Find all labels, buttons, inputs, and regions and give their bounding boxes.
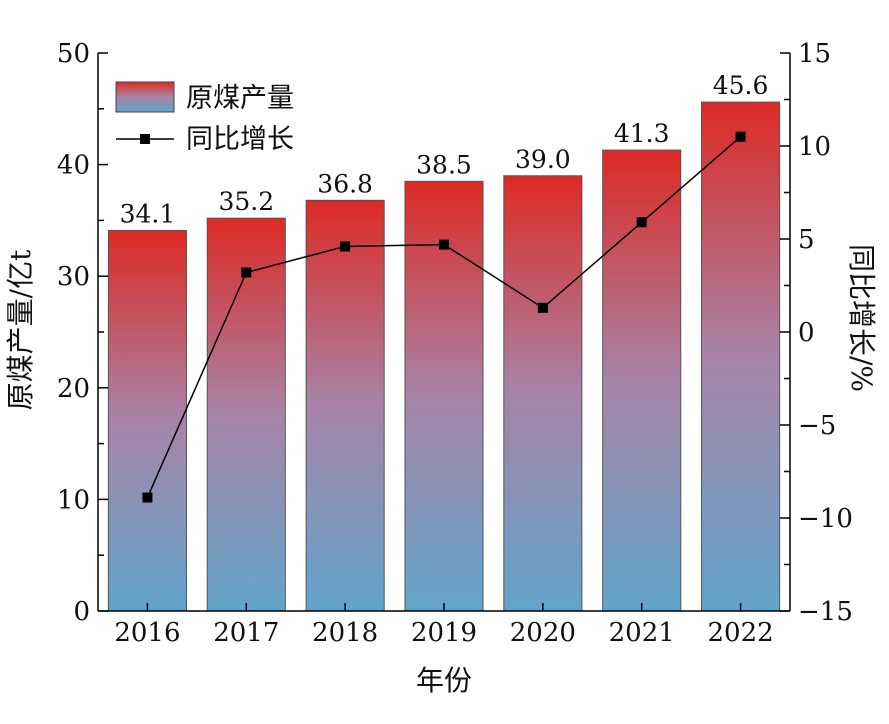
- left-tick-label-10: 10: [57, 485, 90, 515]
- x-tick-label-2017: 2017: [213, 618, 279, 648]
- x-tick-label-2020: 2020: [510, 618, 576, 648]
- growth-point-2018: [340, 241, 351, 252]
- right-tick-label--10: −10: [798, 504, 853, 534]
- growth-line-layer: [142, 131, 746, 503]
- right-tick-label-0: 0: [798, 318, 815, 348]
- right-y-axis-title: 同比增长/%: [845, 244, 878, 392]
- bar-2017: [206, 217, 286, 612]
- legend-bar-label: 原煤产量: [186, 83, 294, 114]
- bar-value-label-2016: 34.1: [120, 199, 176, 228]
- left-tick-label-20: 20: [57, 374, 90, 404]
- legend: 原煤产量 同比增长: [115, 81, 294, 155]
- right-y-ticks: −15 −10 −5 0 5 10 15: [780, 39, 853, 627]
- growth-point-2021: [636, 217, 647, 228]
- left-y-axis-title: 原煤产量/亿t: [4, 249, 37, 410]
- legend-line-label: 同比增长: [186, 124, 294, 155]
- x-tick-label-2021: 2021: [609, 618, 675, 648]
- growth-point-2016: [142, 492, 153, 503]
- bar-2018: [305, 199, 385, 612]
- bar-value-label-2018: 36.8: [317, 169, 373, 198]
- x-tick-label-2018: 2018: [312, 618, 378, 648]
- bar-value-label-2019: 38.5: [416, 150, 472, 179]
- bar-2019: [404, 180, 484, 612]
- right-tick-label-5: 5: [798, 225, 815, 255]
- x-tick-label-2022: 2022: [707, 618, 773, 648]
- x-tick-label-2019: 2019: [411, 618, 477, 648]
- growth-point-2020: [537, 302, 548, 313]
- legend-line-marker: [140, 134, 150, 144]
- bar-value-label-2017: 35.2: [218, 187, 274, 216]
- bar-value-label-2022: 45.6: [713, 71, 769, 100]
- left-tick-label-40: 40: [57, 151, 90, 181]
- right-tick-label--15: −15: [798, 597, 853, 627]
- left-tick-label-30: 30: [57, 262, 90, 292]
- bar-2020: [503, 175, 583, 612]
- growth-point-2017: [241, 267, 252, 278]
- bar-2016: [107, 229, 187, 612]
- bar-2022: [701, 101, 781, 612]
- legend-bar-swatch: [115, 81, 175, 113]
- bar-value-label-2020: 39.0: [515, 145, 571, 174]
- bar-value-label-2021: 41.3: [614, 119, 670, 148]
- right-tick-label--5: −5: [798, 411, 836, 441]
- x-axis-title: 年份: [416, 664, 472, 697]
- x-ticks: 2016 2017 2018 2019 2020 2021 2022: [114, 603, 774, 648]
- left-tick-label-0: 0: [73, 597, 90, 627]
- left-tick-label-50: 50: [57, 39, 90, 69]
- x-tick-label-2016: 2016: [114, 618, 180, 648]
- bar-labels-layer: 34.1 35.2 36.8 38.5 39.0 41.3 45.6: [120, 71, 769, 228]
- right-tick-label-10: 10: [798, 132, 831, 162]
- growth-point-2022: [735, 131, 746, 142]
- right-tick-label-15: 15: [798, 39, 831, 69]
- growth-point-2019: [439, 239, 449, 250]
- left-y-ticks: 0 10 20 30 40 50: [57, 39, 108, 627]
